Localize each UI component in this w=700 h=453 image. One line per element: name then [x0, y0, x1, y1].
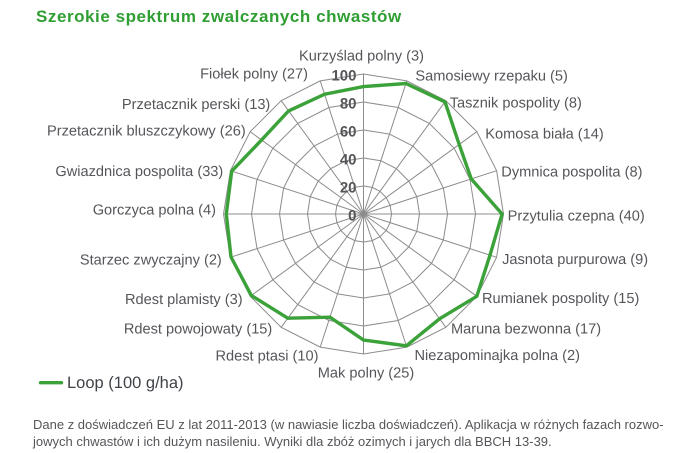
svg-text:Starzec zwyczajny (2): Starzec zwyczajny (2)	[80, 253, 222, 269]
svg-text:Rdest ptasi (10): Rdest ptasi (10)	[215, 349, 318, 365]
svg-text:Komosa biała (14): Komosa biała (14)	[485, 126, 603, 142]
svg-text:Rdest plamisty (3): Rdest plamisty (3)	[125, 292, 243, 308]
svg-text:20: 20	[340, 179, 357, 196]
svg-text:Jasnota purpurowa (9): Jasnota purpurowa (9)	[502, 252, 648, 268]
svg-text:Loop (100 g/ha): Loop (100 g/ha)	[67, 374, 184, 392]
svg-text:Przytulia czepna (40): Przytulia czepna (40)	[508, 208, 645, 224]
svg-text:Gwiazdnica pospolita (33): Gwiazdnica pospolita (33)	[55, 164, 223, 180]
svg-text:Rumianek pospolity (15): Rumianek pospolity (15)	[482, 291, 639, 307]
svg-text:Przetacznik perski (13): Przetacznik perski (13)	[122, 97, 270, 113]
svg-text:Gorczyca polna (4): Gorczyca polna (4)	[93, 203, 216, 219]
svg-text:Niezapominajka polna (2): Niezapominajka polna (2)	[415, 348, 580, 364]
svg-text:Kurzyślad polny (3): Kurzyślad polny (3)	[299, 48, 424, 64]
svg-text:Fiołek polny (27): Fiołek polny (27)	[200, 67, 308, 83]
svg-text:40: 40	[340, 151, 357, 168]
svg-text:80: 80	[340, 95, 357, 112]
svg-text:100: 100	[331, 67, 356, 84]
svg-text:Mak polny (25): Mak polny (25)	[318, 366, 415, 382]
svg-text:Tasznik pospolity (8): Tasznik pospolity (8)	[450, 95, 582, 111]
svg-text:0: 0	[348, 207, 356, 224]
svg-text:Rdest powojowaty (15): Rdest powojowaty (15)	[124, 322, 272, 338]
svg-text:Dymnica pospolita (8): Dymnica pospolita (8)	[501, 164, 642, 180]
svg-text:Samosiewy rzepaku (5): Samosiewy rzepaku (5)	[415, 68, 567, 84]
svg-text:60: 60	[340, 123, 357, 140]
svg-text:Maruna bezwonna (17): Maruna bezwonna (17)	[451, 321, 601, 337]
svg-text:Przetacznik bluszczykowy (26): Przetacznik bluszczykowy (26)	[47, 123, 246, 139]
